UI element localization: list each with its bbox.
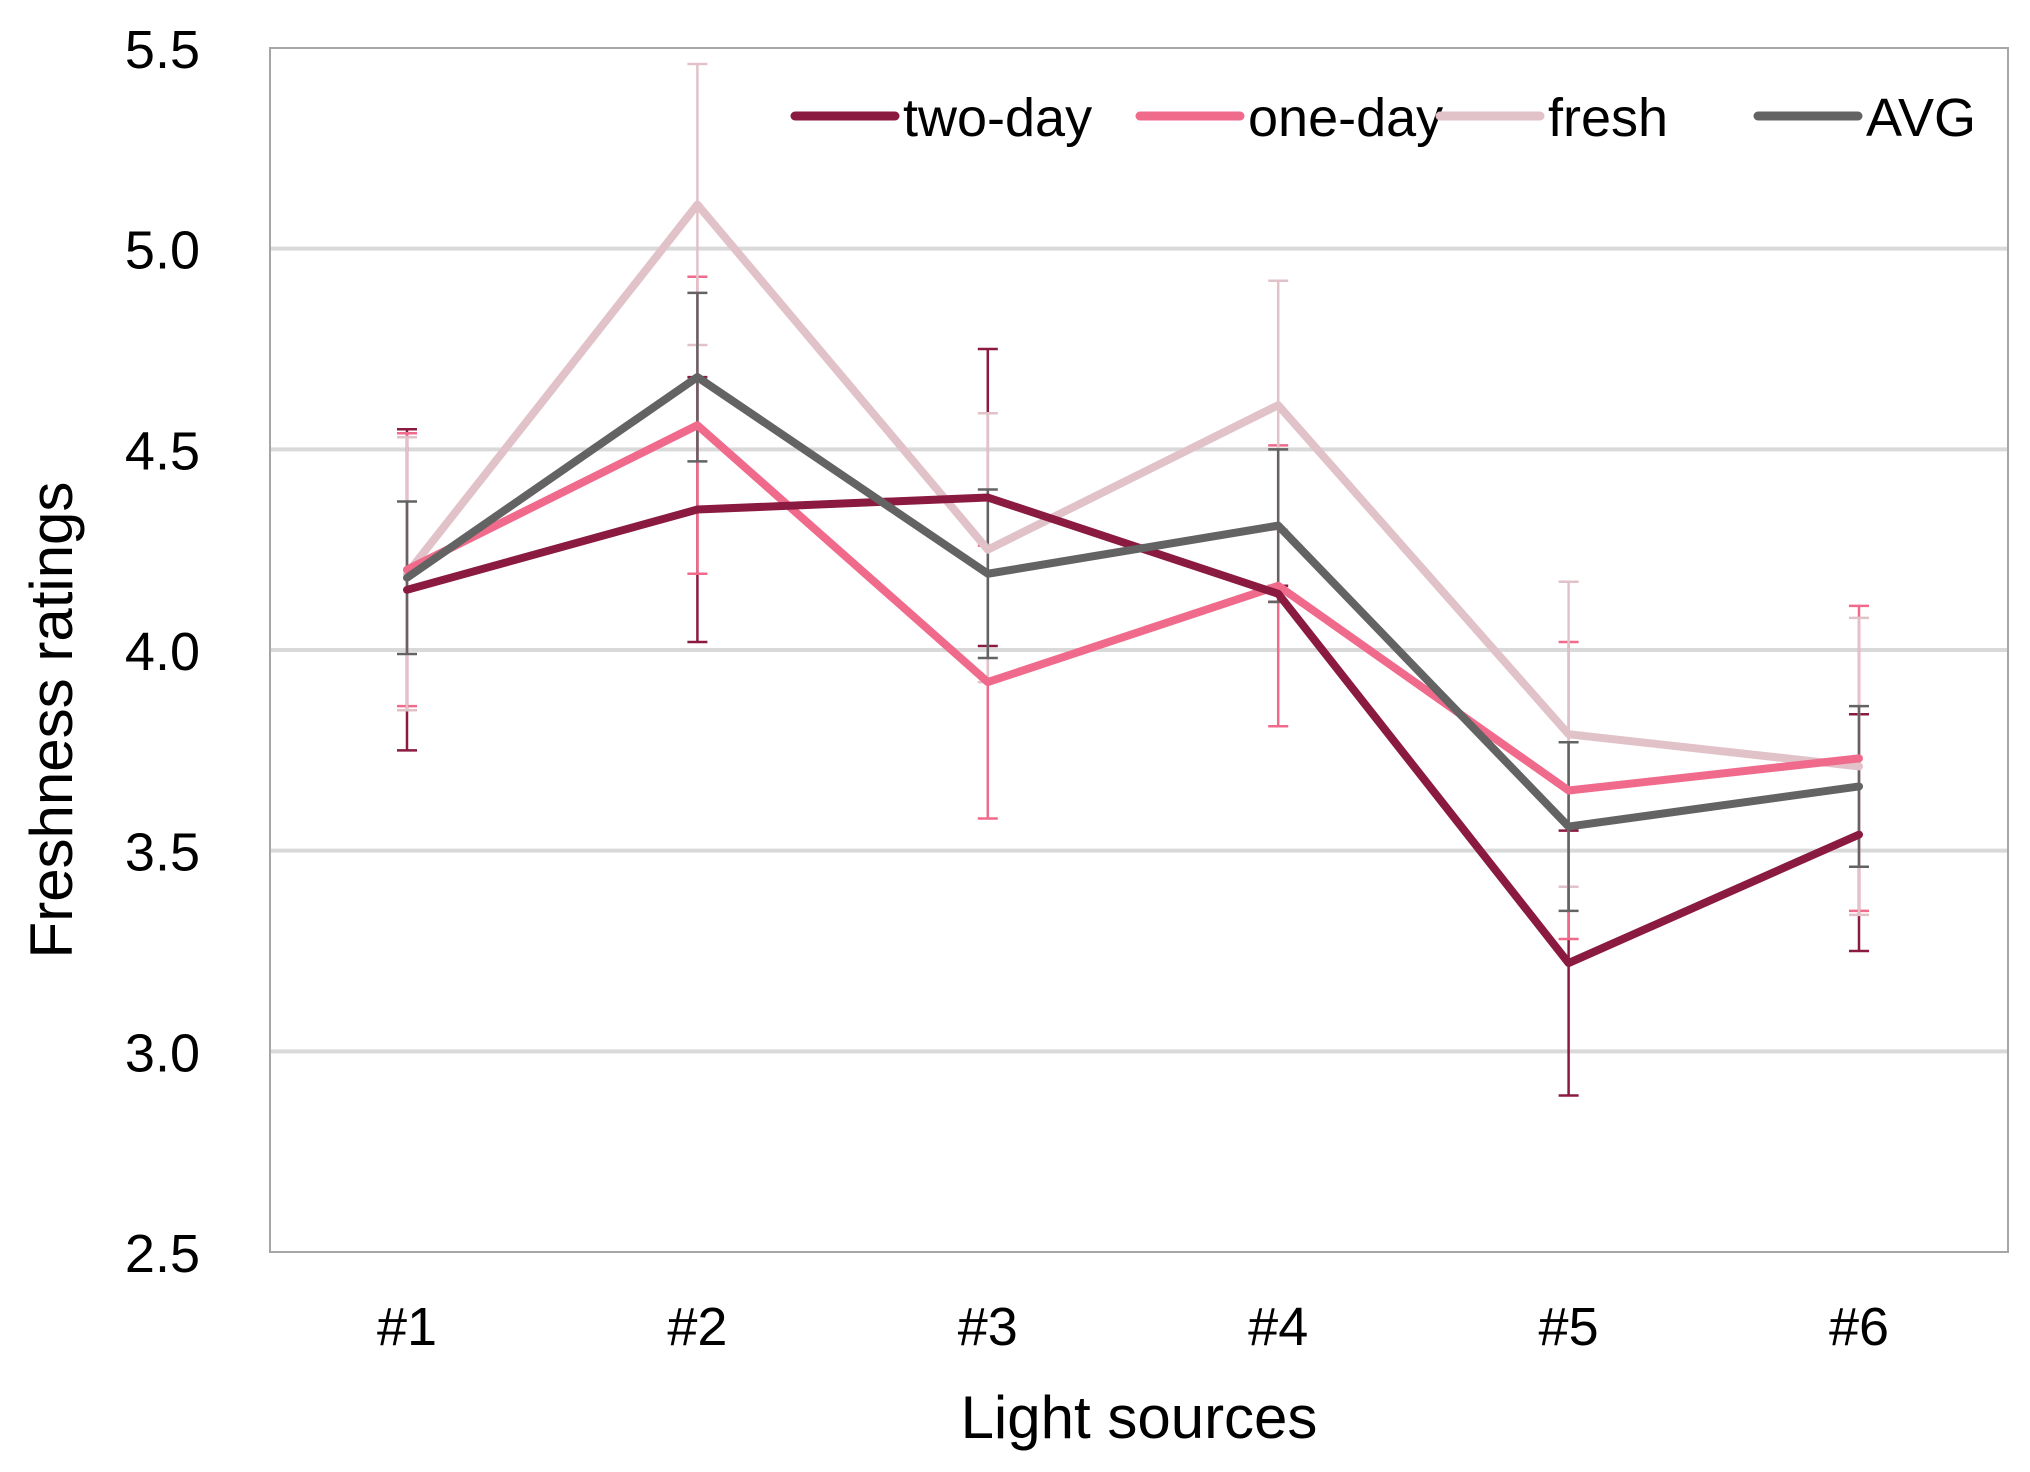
x-tick-label: #3 xyxy=(958,1297,1018,1357)
plot-area-border xyxy=(269,47,2009,1253)
series-line-avg xyxy=(403,373,1863,831)
x-tick-label: #6 xyxy=(1829,1297,1889,1357)
y-axis-label: Freshness ratings xyxy=(18,482,85,959)
series-line-one-day xyxy=(403,421,1863,795)
x-tick-label: #2 xyxy=(667,1297,727,1357)
y-tick-label: 3.5 xyxy=(125,823,200,883)
legend-item-fresh: fresh xyxy=(1435,88,1668,148)
legend-item-two-day: two-day xyxy=(790,88,1092,148)
y-tick-label: 5.5 xyxy=(125,20,200,80)
x-tick-label: #1 xyxy=(377,1297,437,1357)
y-tick-label: 5.0 xyxy=(125,221,200,281)
x-tick-label: #4 xyxy=(1248,1297,1308,1357)
series-line-fresh xyxy=(403,200,1863,771)
legend-label: fresh xyxy=(1548,88,1668,148)
x-axis-label: Light sources xyxy=(961,1384,1318,1451)
x-axis-ticks: #1 #2 #3 #4 #5 #6 xyxy=(377,1297,1889,1357)
y-tick-label: 3.0 xyxy=(125,1023,200,1083)
legend-item-avg: AVG xyxy=(1753,88,1976,148)
y-tick-label: 2.5 xyxy=(125,1224,200,1284)
gridlines xyxy=(270,246,2008,1054)
legend-item-one-day: one-day xyxy=(1135,88,1443,148)
legend-label: AVG xyxy=(1866,88,1976,148)
legend: two-day one-day fresh AVG xyxy=(790,88,1976,148)
x-tick-label: #5 xyxy=(1539,1297,1599,1357)
y-tick-label: 4.5 xyxy=(125,421,200,481)
y-axis-ticks: 2.5 3.0 3.5 4.0 4.5 5.0 5.5 xyxy=(125,20,200,1284)
y-tick-label: 4.0 xyxy=(125,622,200,682)
legend-label: one-day xyxy=(1248,88,1443,148)
series-lines xyxy=(403,200,1863,968)
legend-label: two-day xyxy=(903,88,1092,148)
